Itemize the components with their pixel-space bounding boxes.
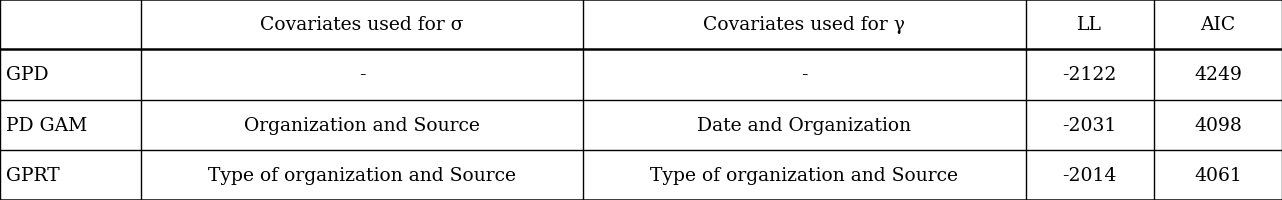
Text: Organization and Source: Organization and Source bbox=[245, 116, 479, 134]
Text: Covariates used for σ: Covariates used for σ bbox=[260, 16, 464, 34]
Text: -: - bbox=[359, 66, 365, 84]
Text: -2122: -2122 bbox=[1063, 66, 1117, 84]
Text: -2031: -2031 bbox=[1063, 116, 1117, 134]
Text: -: - bbox=[801, 66, 808, 84]
Text: GPRT: GPRT bbox=[6, 166, 60, 184]
Text: AIC: AIC bbox=[1200, 16, 1236, 34]
Text: GPD: GPD bbox=[6, 66, 49, 84]
Text: Covariates used for γ: Covariates used for γ bbox=[704, 16, 905, 34]
Text: Type of organization and Source: Type of organization and Source bbox=[208, 166, 517, 184]
Text: PD GAM: PD GAM bbox=[6, 116, 87, 134]
Text: Type of organization and Source: Type of organization and Source bbox=[650, 166, 959, 184]
Text: Date and Organization: Date and Organization bbox=[697, 116, 912, 134]
Text: -2014: -2014 bbox=[1063, 166, 1117, 184]
Text: 4249: 4249 bbox=[1194, 66, 1242, 84]
Text: LL: LL bbox=[1077, 16, 1103, 34]
Text: 4098: 4098 bbox=[1194, 116, 1242, 134]
Text: 4061: 4061 bbox=[1194, 166, 1242, 184]
